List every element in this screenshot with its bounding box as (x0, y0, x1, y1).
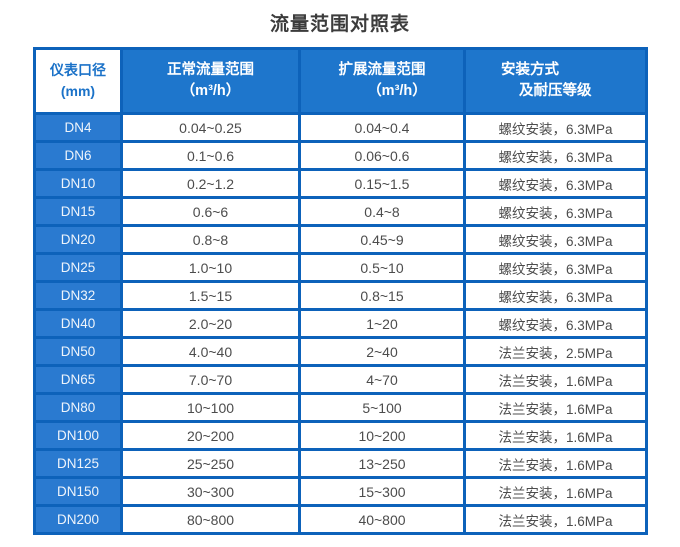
table-row: DN6 0.1~0.6 0.06~0.6 螺纹安装，6.3MPa (36, 143, 645, 168)
column-header-diameter-line1: 仪表口径 (50, 62, 106, 78)
row-header-dn: DN50 (36, 339, 120, 364)
table-row: DN125 25~250 13~250 法兰安装，1.6MPa (36, 451, 645, 476)
header-row: 仪表口径 (mm) 正常流量范围 （m³/h） 扩展流量范围 （m³/h） 安装… (36, 50, 645, 112)
table-row: DN80 10~100 5~100 法兰安装，1.6MPa (36, 395, 645, 420)
column-header-diameter-unit: (mm) (60, 83, 96, 99)
column-header-normal-range-unit: （m³/h） (180, 83, 241, 99)
cell-extended-range: 10~200 (301, 423, 463, 448)
cell-installation: 螺纹安装，6.3MPa (466, 255, 645, 280)
cell-installation: 螺纹安装，6.3MPa (466, 227, 645, 252)
cell-extended-range: 0.04~0.4 (301, 115, 463, 140)
cell-extended-range: 0.15~1.5 (301, 171, 463, 196)
cell-normal-range: 0.1~0.6 (123, 143, 298, 168)
cell-extended-range: 40~800 (301, 507, 463, 532)
column-header-installation-line1: 安装方式 (501, 62, 559, 78)
cell-extended-range: 15~300 (301, 479, 463, 504)
cell-extended-range: 0.45~9 (301, 227, 463, 252)
table-row: DN15 0.6~6 0.4~8 螺纹安装，6.3MPa (36, 199, 645, 224)
row-header-dn: DN10 (36, 171, 120, 196)
row-header-dn: DN25 (36, 255, 120, 280)
table-row: DN10 0.2~1.2 0.15~1.5 螺纹安装，6.3MPa (36, 171, 645, 196)
cell-normal-range: 10~100 (123, 395, 298, 420)
cell-installation: 法兰安装，2.5MPa (466, 339, 645, 364)
table-body: DN4 0.04~0.25 0.04~0.4 螺纹安装，6.3MPa DN6 0… (36, 115, 645, 532)
table-row: DN150 30~300 15~300 法兰安装，1.6MPa (36, 479, 645, 504)
row-header-dn: DN4 (36, 115, 120, 140)
row-header-dn: DN6 (36, 143, 120, 168)
cell-normal-range: 0.2~1.2 (123, 171, 298, 196)
row-header-dn: DN65 (36, 367, 120, 392)
cell-normal-range: 4.0~40 (123, 339, 298, 364)
cell-extended-range: 13~250 (301, 451, 463, 476)
cell-installation: 法兰安装，1.6MPa (466, 367, 645, 392)
cell-installation: 螺纹安装，6.3MPa (466, 199, 645, 224)
cell-extended-range: 0.8~15 (301, 283, 463, 308)
cell-extended-range: 0.4~8 (301, 199, 463, 224)
cell-installation: 螺纹安装，6.3MPa (466, 171, 645, 196)
table-container: 仪表口径 (mm) 正常流量范围 （m³/h） 扩展流量范围 （m³/h） 安装… (33, 47, 648, 535)
table-row: DN100 20~200 10~200 法兰安装，1.6MPa (36, 423, 645, 448)
cell-installation: 法兰安装，1.6MPa (466, 395, 645, 420)
table-header: 仪表口径 (mm) 正常流量范围 （m³/h） 扩展流量范围 （m³/h） 安装… (36, 50, 645, 112)
cell-extended-range: 5~100 (301, 395, 463, 420)
cell-installation: 螺纹安装，6.3MPa (466, 283, 645, 308)
row-header-dn: DN20 (36, 227, 120, 252)
cell-normal-range: 30~300 (123, 479, 298, 504)
cell-extended-range: 1~20 (301, 311, 463, 336)
table-row: DN200 80~800 40~800 法兰安装，1.6MPa (36, 507, 645, 532)
cell-normal-range: 20~200 (123, 423, 298, 448)
row-header-dn: DN200 (36, 507, 120, 532)
cell-extended-range: 2~40 (301, 339, 463, 364)
column-header-extended-range: 扩展流量范围 （m³/h） (301, 50, 463, 112)
table-row: DN20 0.8~8 0.45~9 螺纹安装，6.3MPa (36, 227, 645, 252)
column-header-extended-range-unit: （m³/h） (367, 83, 427, 99)
cell-installation: 螺纹安装，6.3MPa (466, 115, 645, 140)
row-header-dn: DN15 (36, 199, 120, 224)
cell-normal-range: 7.0~70 (123, 367, 298, 392)
row-header-dn: DN40 (36, 311, 120, 336)
table-row: DN25 1.0~10 0.5~10 螺纹安装，6.3MPa (36, 255, 645, 280)
cell-installation: 法兰安装，1.6MPa (466, 479, 645, 504)
column-header-installation-line2: 及耐压等级 (519, 83, 592, 99)
row-header-dn: DN80 (36, 395, 120, 420)
cell-normal-range: 1.5~15 (123, 283, 298, 308)
cell-normal-range: 1.0~10 (123, 255, 298, 280)
row-header-dn: DN100 (36, 423, 120, 448)
column-header-installation: 安装方式 及耐压等级 (466, 50, 645, 112)
column-header-normal-range: 正常流量范围 （m³/h） (123, 50, 298, 112)
table-row: DN65 7.0~70 4~70 法兰安装，1.6MPa (36, 367, 645, 392)
table-row: DN32 1.5~15 0.8~15 螺纹安装，6.3MPa (36, 283, 645, 308)
column-header-diameter: 仪表口径 (mm) (36, 50, 120, 112)
column-header-normal-range-line1: 正常流量范围 (167, 62, 254, 78)
cell-normal-range: 2.0~20 (123, 311, 298, 336)
cell-normal-range: 0.04~0.25 (123, 115, 298, 140)
cell-installation: 螺纹安装，6.3MPa (466, 143, 645, 168)
flow-range-table: 仪表口径 (mm) 正常流量范围 （m³/h） 扩展流量范围 （m³/h） 安装… (33, 47, 648, 535)
page-title: 流量范围对照表 (269, 14, 410, 35)
table-row: DN4 0.04~0.25 0.04~0.4 螺纹安装，6.3MPa (36, 115, 645, 140)
cell-normal-range: 25~250 (123, 451, 298, 476)
cell-normal-range: 0.6~6 (123, 199, 298, 224)
cell-extended-range: 4~70 (301, 367, 463, 392)
cell-extended-range: 0.06~0.6 (301, 143, 463, 168)
cell-extended-range: 0.5~10 (301, 255, 463, 280)
row-header-dn: DN125 (36, 451, 120, 476)
row-header-dn: DN32 (36, 283, 120, 308)
table-row: DN50 4.0~40 2~40 法兰安装，2.5MPa (36, 339, 645, 364)
cell-normal-range: 80~800 (123, 507, 298, 532)
table-row: DN40 2.0~20 1~20 螺纹安装，6.3MPa (36, 311, 645, 336)
cell-normal-range: 0.8~8 (123, 227, 298, 252)
row-header-dn: DN150 (36, 479, 120, 504)
cell-installation: 法兰安装，1.6MPa (466, 423, 645, 448)
column-header-extended-range-line1: 扩展流量范围 (338, 62, 426, 78)
cell-installation: 法兰安装，1.6MPa (466, 507, 645, 532)
cell-installation: 螺纹安装，6.3MPa (466, 311, 645, 336)
cell-installation: 法兰安装，1.6MPa (466, 451, 645, 476)
